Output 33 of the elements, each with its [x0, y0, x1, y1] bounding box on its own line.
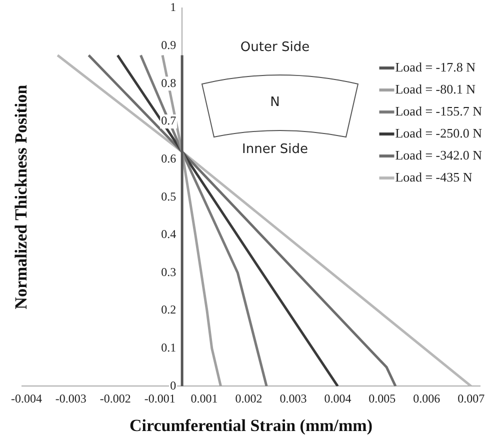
y-tick-label: 0.6: [161, 151, 176, 166]
y-tick-label: 0.3: [161, 264, 176, 279]
x-tick-label: 0.003: [280, 392, 307, 406]
y-tick-label: 0.8: [161, 76, 176, 90]
annotation: Inner Side: [241, 142, 309, 157]
x-tick-label: 0.001: [190, 392, 218, 406]
legend-label: Load = -80.1 N: [395, 81, 476, 96]
x-tick-label: -0.001: [144, 392, 176, 406]
y-tick-label: 0.5: [161, 189, 176, 204]
x-tick-label: 0.005: [368, 392, 396, 406]
x-tick-label: 0.002: [235, 392, 262, 406]
y-tick-label: 0: [170, 378, 176, 392]
legend-label: Load = -435 N: [395, 169, 473, 184]
y-tick-label: 0.9: [161, 38, 176, 52]
x-tick-label: 0.004: [324, 392, 352, 406]
legend-label: Load = -250.0 N: [395, 125, 483, 140]
annotation: N: [269, 95, 281, 110]
annotation: Outer Side: [239, 40, 311, 55]
x-tick-label: -0.003: [55, 392, 86, 406]
y-tick-label: 0.7: [161, 114, 176, 128]
y-tick-label: 0.1: [161, 340, 176, 355]
x-axis-title: Circumferential Strain (mm/mm): [130, 416, 372, 436]
y-tick-label: 1: [170, 0, 176, 14]
x-tick-label: 0.007: [458, 392, 485, 406]
x-tick-label: -0.002: [100, 392, 131, 406]
x-tick-label: 0.006: [413, 392, 440, 406]
y-tick-label: 0.2: [161, 302, 176, 317]
legend-label: Load = -155.7 N: [395, 103, 483, 118]
legend-label: Load = -17.8 N: [395, 59, 476, 74]
legend-label: Load = -342.0 N: [395, 147, 483, 162]
x-tick-label: -0.004: [10, 392, 42, 406]
y-tick-label: 0.4: [161, 227, 176, 242]
y-axis-title: Normalized Thickness Position: [11, 84, 30, 310]
